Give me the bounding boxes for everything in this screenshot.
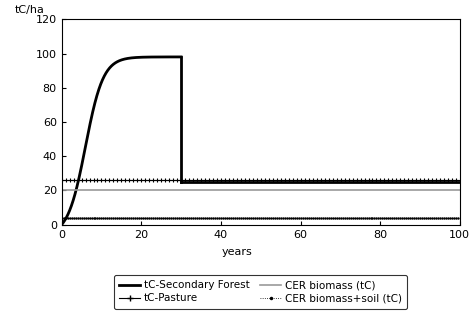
- Legend: tC-Secondary Forest, tC-Pasture, CER biomass (tC), CER biomass+soil (tC): tC-Secondary Forest, tC-Pasture, CER bio…: [114, 275, 408, 309]
- Y-axis label: tC/ha: tC/ha: [15, 5, 45, 15]
- X-axis label: years: years: [221, 247, 252, 257]
